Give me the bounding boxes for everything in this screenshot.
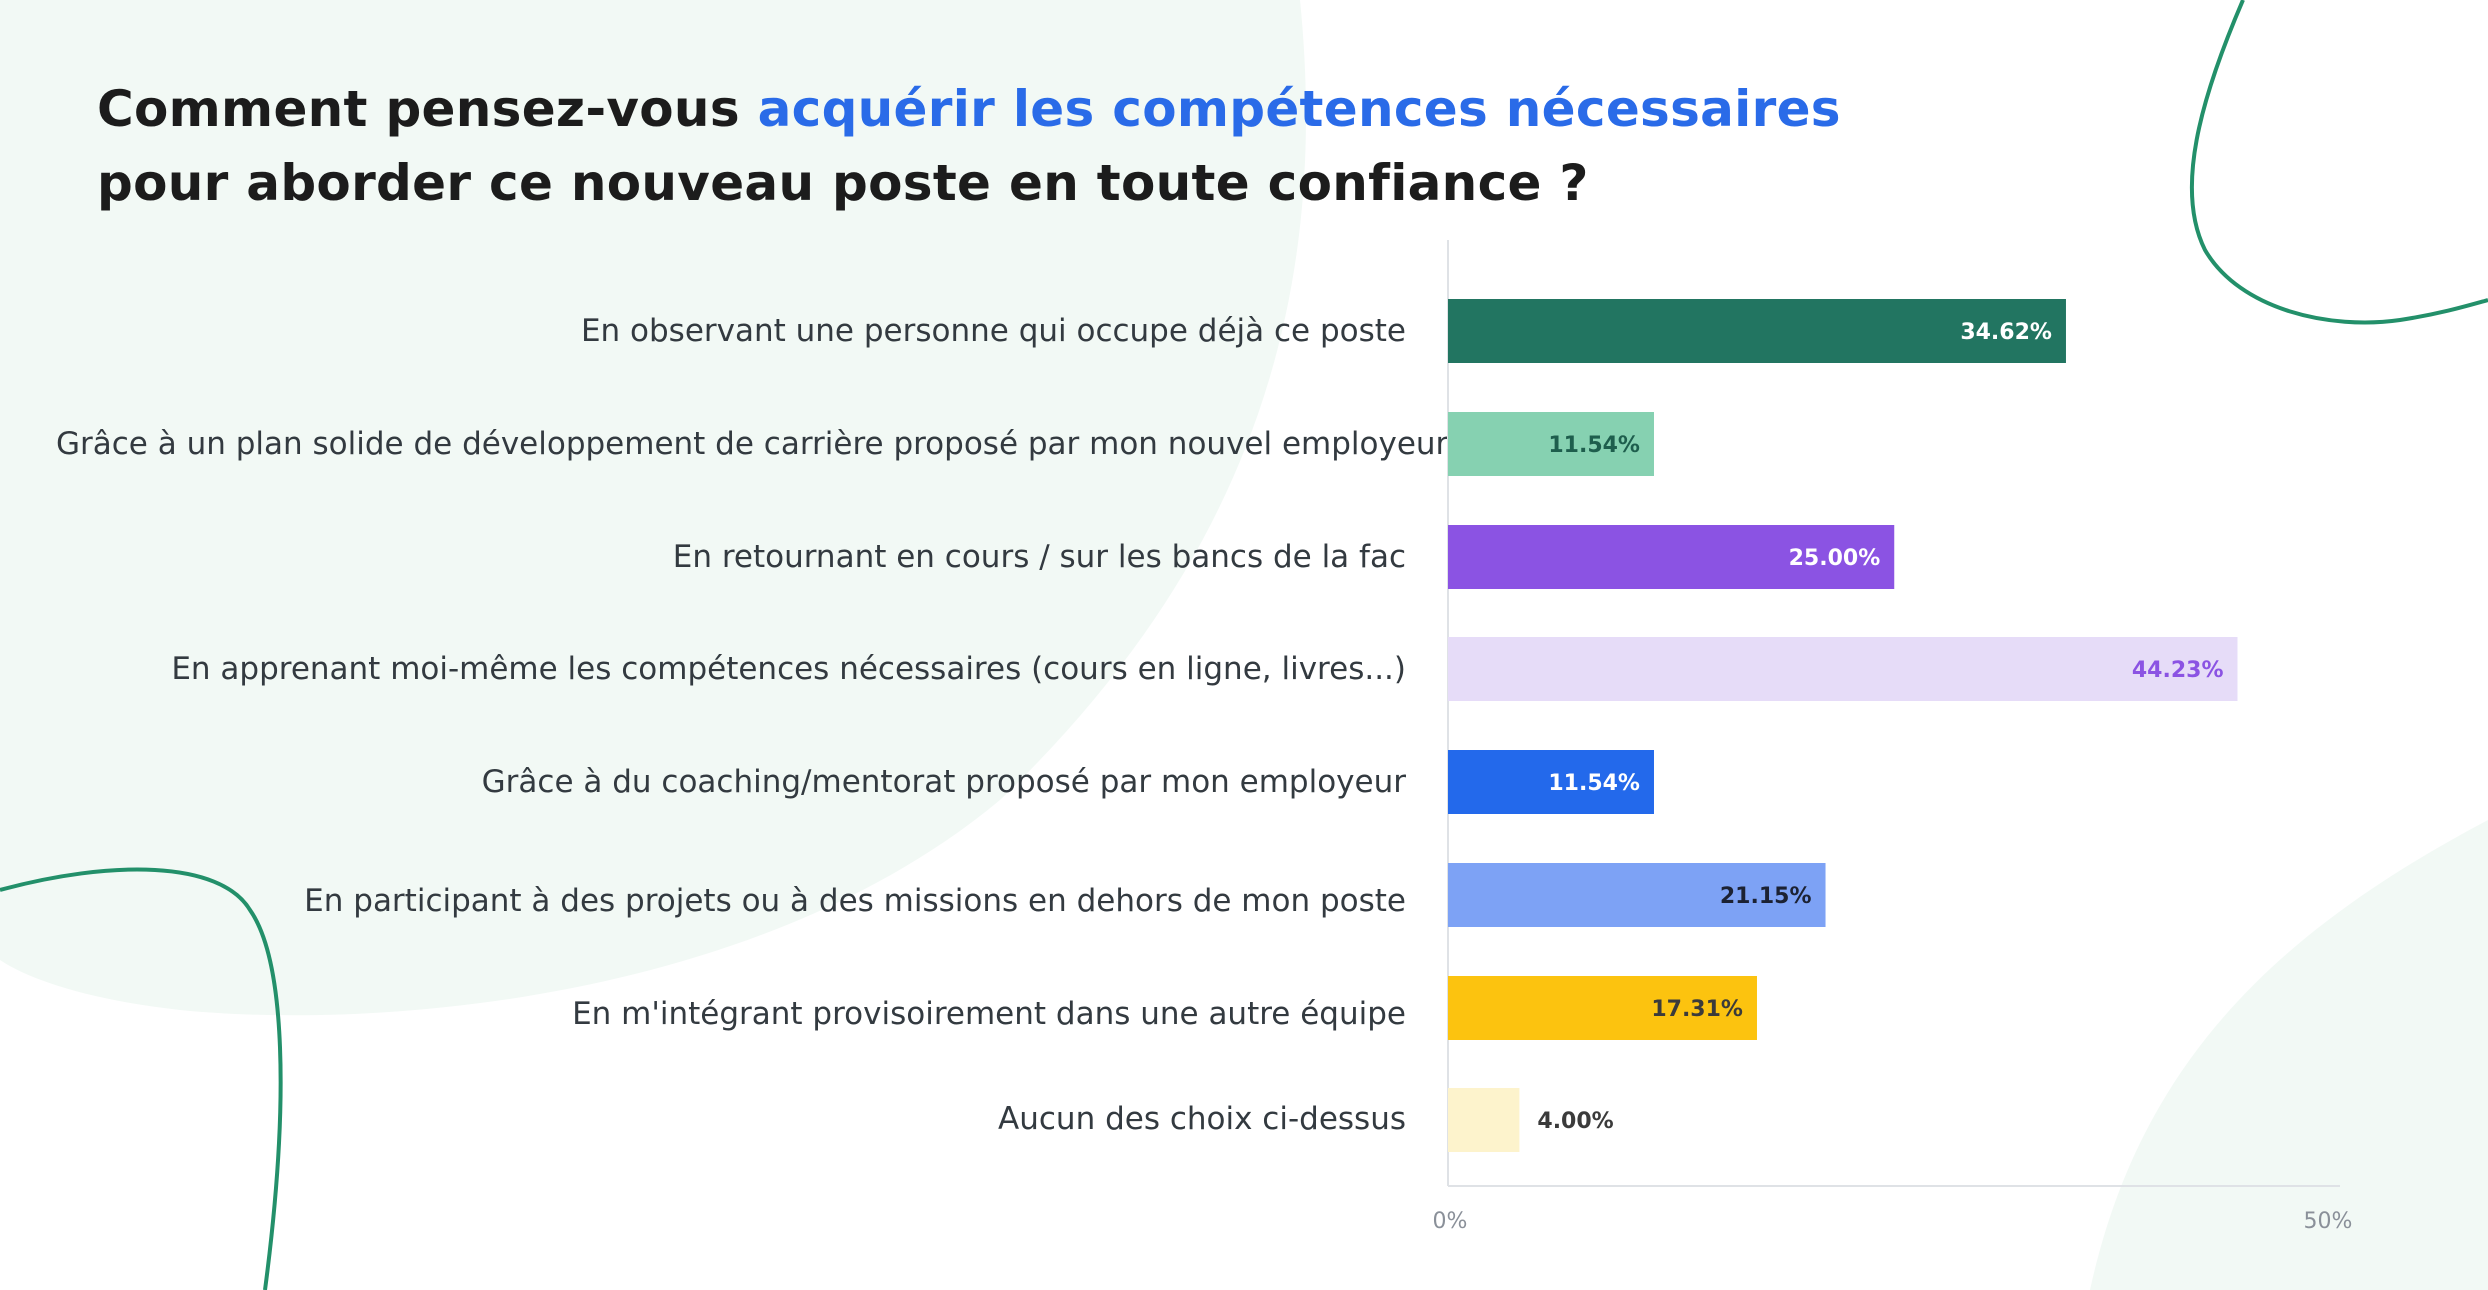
bar <box>1448 863 1826 927</box>
category-label: Aucun des choix ci-dessus <box>998 1101 1406 1137</box>
bar-value-label: 44.23% <box>2132 658 2224 683</box>
bar <box>1448 750 1654 814</box>
bar-value-label: 11.54% <box>1548 433 1640 458</box>
decor-curve-bottom-left <box>0 867 283 1290</box>
title-line-2: pour aborder ce nouveau poste en toute c… <box>97 154 1589 212</box>
category-label: Grâce à un plan solide de développement … <box>56 426 1449 462</box>
bar-value-label: 34.62% <box>1960 320 2052 345</box>
category-label: En apprenant moi-même les compétences né… <box>171 651 1406 687</box>
bar <box>1448 412 1654 476</box>
bar <box>1448 637 2238 701</box>
bar-value-label: 25.00% <box>1789 546 1881 571</box>
category-label: Grâce à du coaching/mentorat proposé par… <box>481 764 1406 800</box>
x-tick-label: 0% <box>1433 1209 1468 1234</box>
bars-group <box>1448 299 2238 1152</box>
bar <box>1448 1088 1520 1152</box>
title-highlight: acquérir les compétences nécessaires <box>757 80 1841 138</box>
bar-value-label: 21.15% <box>1720 884 1812 909</box>
value-labels-group: 34.62% 11.54% 25.00% 44.23% 11.54% 21.15% 17.3… <box>1537 320 2223 1134</box>
decor-curve-top-right <box>2189 0 2488 325</box>
bar-value-label: 11.54% <box>1548 771 1640 796</box>
bar-value-label: 17.31% <box>1651 997 1743 1022</box>
background-blob-left <box>0 0 1306 1016</box>
chart-title: Comment pensez-vous acquérir les compéte… <box>97 72 1841 220</box>
category-label: En retournant en cours / sur les bancs d… <box>672 539 1406 575</box>
bar <box>1448 525 1895 589</box>
background-blob-right <box>2090 820 2488 1290</box>
bar <box>1448 976 1757 1040</box>
x-tick-label: 50% <box>2304 1209 2353 1234</box>
category-label: En participant à des projets ou à des mi… <box>304 883 1406 919</box>
bar <box>1448 299 2066 363</box>
category-label: En m'intégrant provisoirement dans une a… <box>572 996 1406 1032</box>
category-label: En observant une personne qui occupe déj… <box>580 313 1406 349</box>
bar-value-label: 4.00% <box>1537 1109 1613 1134</box>
title-part-1: Comment pensez-vous <box>97 80 758 138</box>
